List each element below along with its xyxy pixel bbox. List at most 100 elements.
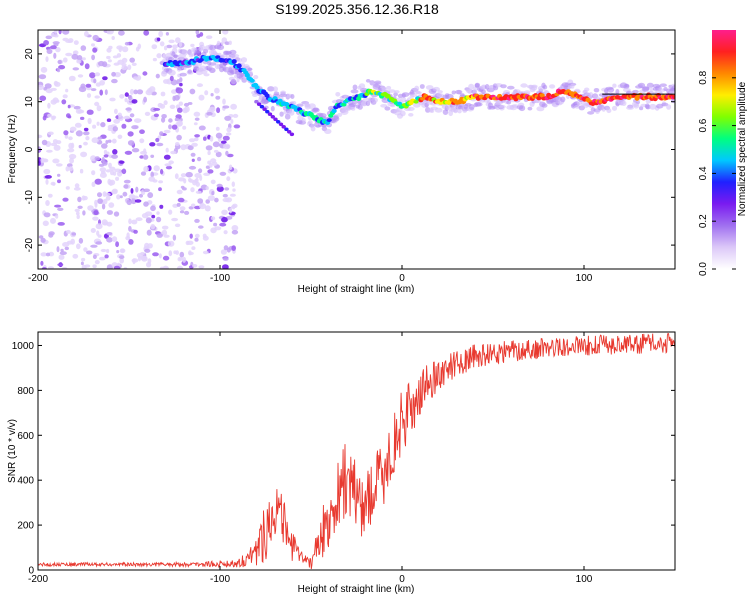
spectrogram-halo-blob xyxy=(216,44,225,51)
spectrogram-halo-blob xyxy=(434,107,443,113)
spectrogram-halo-blob xyxy=(560,96,566,103)
spectrogram-noise-blob xyxy=(111,71,116,77)
spectrogram-marks xyxy=(38,30,675,269)
spectrogram-halo-blob xyxy=(612,83,617,88)
spectrogram-noise-blob xyxy=(111,236,118,243)
spectrogram-noise-blob xyxy=(43,87,48,91)
spectrogram-ridge-segment xyxy=(264,93,270,98)
spectrogram-noise-blob xyxy=(108,45,113,50)
spectrogram-noise-blob xyxy=(144,248,151,253)
spectrogram-noise-blob xyxy=(208,106,216,113)
spectrogram-ridge-segment xyxy=(254,85,260,90)
spectrogram-noise-blob xyxy=(220,140,227,144)
spectrogram-noise-blob xyxy=(99,89,103,96)
spectrogram-halo-blob xyxy=(350,89,359,94)
spectrogram-noise-blob xyxy=(131,125,139,130)
spectrogram-noise-blob xyxy=(190,43,195,48)
spectrogram-noise-blob xyxy=(188,251,194,256)
spectrogram-halo-blob xyxy=(549,84,556,89)
spectrogram-noise-blob xyxy=(119,248,126,254)
spectrogram-halo-blob xyxy=(541,103,548,108)
spectrogram-noise-blob xyxy=(40,157,46,163)
spectrogram-noise-blob xyxy=(95,223,103,230)
spectrogram-noise-blob xyxy=(47,266,54,269)
spectrogram-halo-blob xyxy=(606,108,612,114)
spectrogram-halo-blob xyxy=(394,90,400,94)
spectrogram-noise-blob xyxy=(204,90,209,96)
spectrogram-noise-blob xyxy=(182,187,187,191)
spectrogram-noise-blob xyxy=(229,207,233,214)
spectrogram-noise-blob xyxy=(198,265,205,269)
spectrogram-halo-blob xyxy=(400,110,406,117)
spectrogram-noise-blob xyxy=(94,178,102,185)
spectrogram-noise-blob xyxy=(65,186,70,190)
spectrogram-x-axis-label: Height of straight line (km) xyxy=(298,284,415,295)
spectrogram-noise-blob xyxy=(163,129,171,134)
spectrogram-noise-blob xyxy=(93,210,99,216)
x-tick-label: 0 xyxy=(399,574,405,585)
spectrogram-noise-blob xyxy=(163,79,169,84)
spectrogram-halo-blob xyxy=(351,107,356,111)
spectrogram-noise-blob xyxy=(151,214,156,219)
spectrogram-noise-blob xyxy=(194,134,201,138)
spectrogram-noise-blob xyxy=(50,32,55,38)
spectrogram-halo-blob xyxy=(408,113,414,117)
spectrogram-halo-blob xyxy=(531,84,538,89)
spectrogram-halo-blob xyxy=(352,100,359,104)
spectrogram-branch-segment xyxy=(270,115,275,119)
spectrogram-noise-blob xyxy=(43,168,51,175)
spectrogram-noise-blob xyxy=(87,205,94,211)
spectrogram-noise-blob xyxy=(40,252,47,257)
spectrogram-branch-segment xyxy=(278,122,284,127)
spectrogram-halo-blob xyxy=(219,66,225,73)
spectrogram-noise-blob xyxy=(157,102,163,108)
spectrogram-noise-blob xyxy=(56,67,61,73)
spectrogram-noise-blob xyxy=(177,107,183,113)
spectrogram-noise-blob xyxy=(220,249,227,255)
colorbar-tick-label: 0.0 xyxy=(698,262,709,276)
x-tick-label: -200 xyxy=(28,273,48,284)
spectrogram-noise-blob xyxy=(62,37,69,42)
spectrogram-noise-blob xyxy=(174,117,180,122)
spectrogram-noise-blob xyxy=(156,37,161,42)
spectrogram-noise-blob xyxy=(85,136,90,141)
spectrogram-noise-blob xyxy=(215,126,220,131)
spectrogram-halo-blob xyxy=(666,104,672,110)
spectrogram-noise-blob xyxy=(56,246,60,253)
spectrogram-noise-blob xyxy=(101,143,108,149)
spectrogram-noise-blob xyxy=(45,88,53,94)
spectrogram-halo-blob xyxy=(187,69,192,74)
spectrogram-noise-blob xyxy=(72,253,79,259)
spectrogram-halo-blob xyxy=(307,120,313,125)
spectrogram-halo-blob xyxy=(620,100,627,107)
spectrogram-noise-blob xyxy=(228,40,232,45)
spectrogram-noise-blob xyxy=(59,251,67,256)
spectrogram-noise-blob xyxy=(96,121,100,126)
spectrogram-noise-blob xyxy=(53,52,57,59)
spectrogram-noise-blob xyxy=(226,153,234,158)
spectrogram-noise-blob xyxy=(133,76,139,80)
spectrogram-noise-blob xyxy=(91,137,99,144)
spectrogram-noise-blob xyxy=(215,132,223,139)
spectrogram-noise-blob xyxy=(123,115,131,120)
y-tick-label: -10 xyxy=(24,190,35,205)
spectrogram-halo-blob xyxy=(401,92,410,97)
spectrogram-noise-blob xyxy=(81,257,86,262)
spectrogram-noise-blob xyxy=(210,93,214,97)
spectrogram-y-axis-label: Frequency (Hz) xyxy=(7,115,18,184)
spectrogram-noise-blob xyxy=(111,154,118,159)
spectrogram-noise-blob xyxy=(38,134,43,139)
spectrogram-noise-blob xyxy=(223,230,228,235)
spectrogram-noise-blob xyxy=(99,80,105,86)
spectrogram-halo-blob xyxy=(288,110,295,116)
spectrogram-halo-blob xyxy=(632,89,639,94)
y-tick-label: -20 xyxy=(24,237,35,252)
spectrogram-halo-blob xyxy=(506,100,512,105)
spectrogram-noise-blob xyxy=(55,214,59,219)
spectrogram-noise-blob xyxy=(198,94,205,101)
spectrogram-halo-blob xyxy=(407,106,415,111)
spectrogram-noise-blob xyxy=(83,127,89,132)
spectrogram-noise-blob xyxy=(158,180,164,184)
spectrogram-noise-blob xyxy=(225,132,232,136)
spectrogram-noise-blob xyxy=(77,205,83,209)
